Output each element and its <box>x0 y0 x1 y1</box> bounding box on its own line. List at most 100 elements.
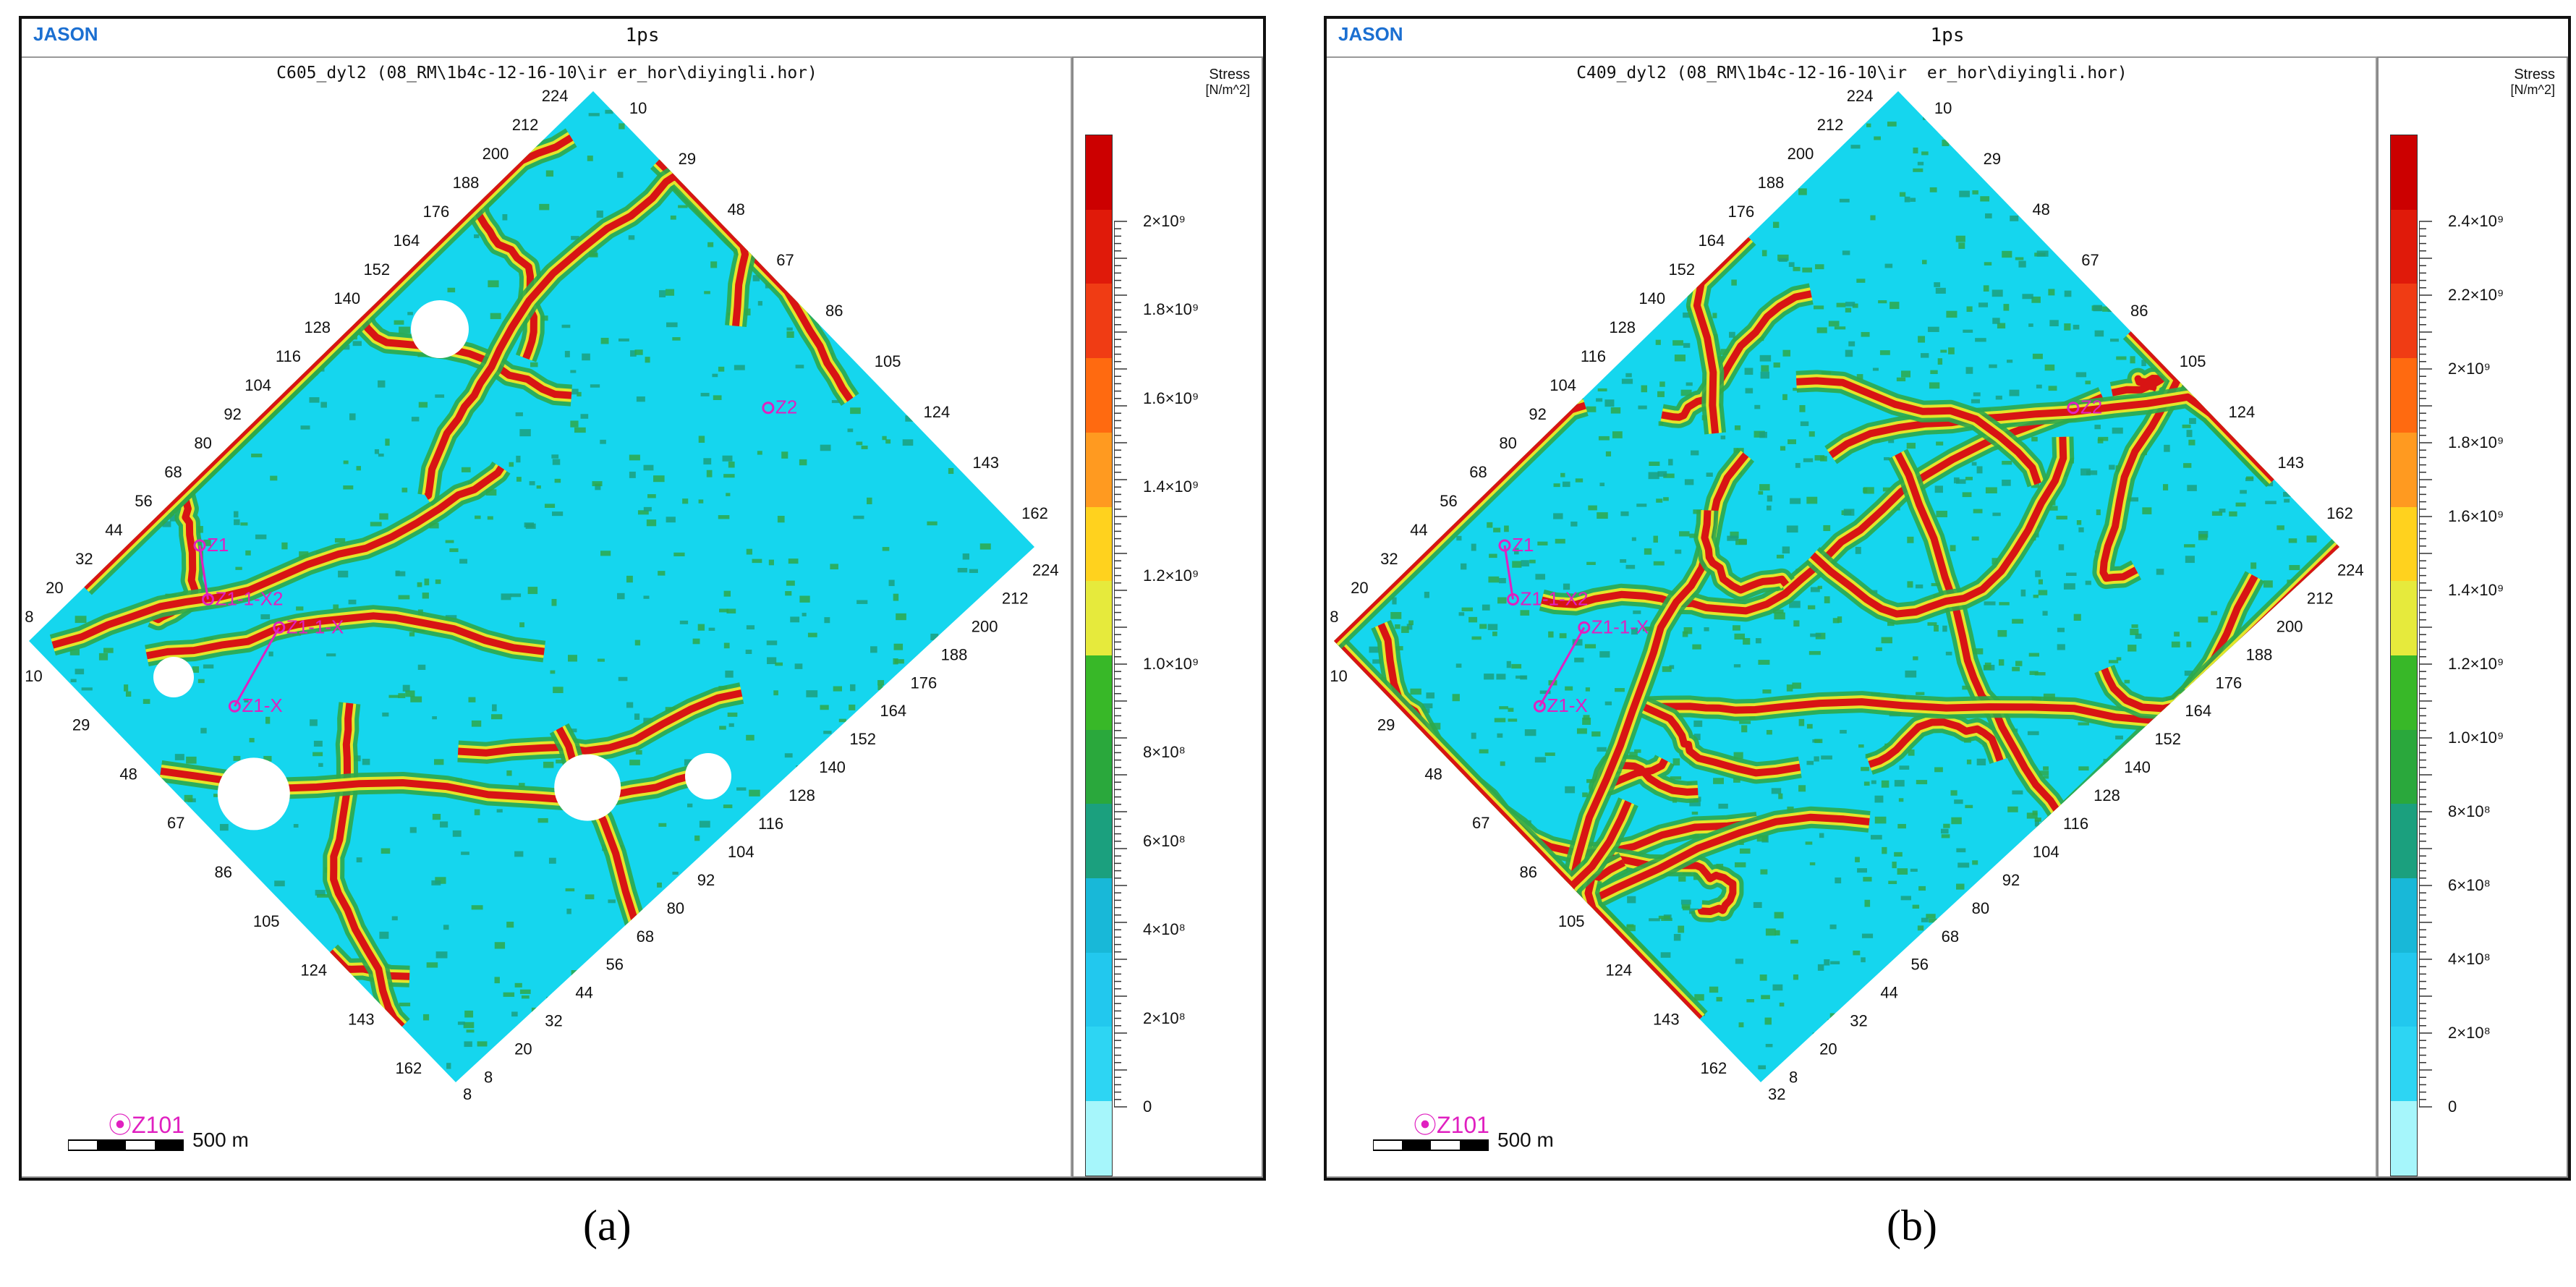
legend-tick-label: 1.2×10⁹ <box>1143 566 1199 585</box>
scale-bar <box>67 1139 184 1152</box>
inline-axis-label: 8 <box>1789 1069 1798 1087</box>
crossline-axis-label: 162 <box>396 1059 422 1077</box>
inline-axis-label: 152 <box>2154 730 2181 748</box>
well-label: Z1-1-X2 <box>216 588 284 610</box>
stress-map-a[interactable]: 2242122001881761641521401281161049280685… <box>22 84 1072 1140</box>
fracture-line <box>1810 436 2067 618</box>
inline-axis-label: 164 <box>1698 232 1725 250</box>
color-bar-segment <box>1086 729 1112 804</box>
inline-axis-label: 56 <box>605 956 623 974</box>
inline-axis-label: 224 <box>1847 87 1874 105</box>
inline-axis-label: 116 <box>758 815 783 833</box>
color-bar <box>1085 135 1113 1176</box>
crossline-axis-label: 67 <box>167 814 184 832</box>
legend-tick-label: 4×10⁸ <box>1143 920 1186 939</box>
crossline-axis-label: 48 <box>2032 200 2049 218</box>
legend-tick-label: 2×10⁸ <box>2448 1024 2491 1042</box>
color-bar-segment <box>2391 358 2417 433</box>
crossline-axis-label: 86 <box>2130 302 2148 320</box>
inline-axis-label: 176 <box>911 674 938 692</box>
color-bar-ticks <box>1114 221 1127 1108</box>
well-trajectory <box>1503 545 1514 600</box>
inline-axis-label: 224 <box>1032 561 1059 579</box>
well-label-z101[interactable]: ⦿Z101 <box>1414 1112 1489 1138</box>
well-label-z101[interactable]: ⦿Z101 <box>109 1112 184 1138</box>
color-bar-segment <box>2391 655 2417 730</box>
legend-b: Stress [N/m^2] 2.4×10⁹ 2.2×10⁹ 2×10⁹ 1.8×10… <box>2377 56 2568 1178</box>
fracture-line <box>51 465 505 649</box>
corner-axis-label: 8 <box>463 1085 472 1103</box>
crossline-axis-label: 29 <box>679 150 696 168</box>
inline-axis-label: 68 <box>1942 927 1959 946</box>
panel-a: JASON 1ps C605_dyl2 (08_RM\1b4c-12-16-10… <box>19 16 1266 1181</box>
inline-axis-label: 152 <box>1668 260 1695 279</box>
color-bar <box>2390 135 2418 1176</box>
crossline-axis-label: 124 <box>924 403 951 421</box>
stress-map-b[interactable]: 2242122001881761641521401281161049280685… <box>1327 84 2377 1140</box>
inline-axis-label: 212 <box>1817 116 1844 134</box>
legend-unit: [N/m^2] <box>1205 82 1250 97</box>
scale-label: 500 m <box>1497 1129 1554 1151</box>
inline-axis-label: 164 <box>880 702 906 720</box>
crossline-axis-label: 105 <box>875 352 901 370</box>
fracture-line <box>1643 703 1801 777</box>
crossline-axis-label: 162 <box>1701 1059 1727 1077</box>
legend-tick-label: 2.4×10⁹ <box>2448 212 2504 230</box>
color-bar-segment <box>2391 209 2417 284</box>
legend-unit: [N/m^2] <box>2510 82 2555 97</box>
crossline-axis-label: 29 <box>1984 150 2001 168</box>
legend-tick-label: 8×10⁸ <box>2448 802 2491 820</box>
legend-a: Stress [N/m^2] 2×10⁹ 1.8×10⁹ 1.6×10⁹ 1.4×10… <box>1072 56 1263 1178</box>
inline-axis-label: 32 <box>75 550 93 568</box>
inline-axis-label: 128 <box>1609 318 1636 336</box>
caption-b: (b) <box>1887 1202 1937 1249</box>
inline-axis-label: 8 <box>25 608 33 626</box>
inline-axis-label: 80 <box>667 899 684 917</box>
legend-tick-label: 0 <box>1143 1097 1152 1116</box>
legend-tick-label: 1.4×10⁹ <box>2448 581 2504 599</box>
crossline-axis-label: 143 <box>2277 454 2304 472</box>
inline-axis-label: 92 <box>1529 405 1546 423</box>
inline-axis-label: 56 <box>135 492 152 510</box>
color-bar-segment <box>2391 432 2417 507</box>
crossline-axis-label: 48 <box>1424 765 1442 783</box>
inline-axis-label: 140 <box>819 758 846 776</box>
crossline-axis-label: 105 <box>2180 352 2206 370</box>
inline-axis-label: 164 <box>393 232 420 250</box>
legend-title: Stress <box>1209 67 1250 82</box>
fracture-line <box>330 702 405 1029</box>
fracture-line <box>2111 375 2165 396</box>
inline-axis-label: 128 <box>304 318 331 336</box>
legend-tick-label: 1.6×10⁹ <box>1143 388 1199 407</box>
inline-axis-label: 116 <box>2063 815 2088 833</box>
color-bar-segment <box>2391 1101 2417 1176</box>
crossline-axis-label: 48 <box>727 200 744 218</box>
caption-a: (a) <box>583 1202 632 1249</box>
color-bar-segment <box>1086 581 1112 655</box>
crossline-axis-label: 124 <box>300 961 327 980</box>
well-label: Z1 <box>207 534 229 556</box>
legend-tick-label: 1.6×10⁹ <box>2448 507 2504 525</box>
inline-axis-label: 80 <box>1499 434 1516 452</box>
inline-axis-label: 80 <box>1972 899 1989 917</box>
inline-axis-label: 68 <box>637 927 654 946</box>
well-trajectory <box>198 545 209 600</box>
color-bar-ticks <box>2419 221 2432 1108</box>
crossline-axis-label: 29 <box>72 716 90 734</box>
legend-tick-label: 2×10⁹ <box>1143 212 1186 230</box>
well-trajectory <box>234 626 281 707</box>
inline-axis-label: 116 <box>1581 347 1606 365</box>
well-marker-icon: ⦿ <box>109 1112 132 1138</box>
inline-axis-label: 68 <box>1469 463 1487 481</box>
inline-axis-label: 176 <box>1728 203 1755 221</box>
inline-axis-label: 188 <box>2246 645 2273 663</box>
fracture-line <box>161 134 574 512</box>
color-bar-segment <box>1086 135 1112 210</box>
well-label: Z2 <box>2080 396 2102 418</box>
fracture-line <box>457 689 743 757</box>
inline-axis-label: 32 <box>545 1012 562 1030</box>
inline-axis-label: 104 <box>1550 376 1576 394</box>
fracture-line <box>145 612 545 660</box>
inline-axis-label: 8 <box>484 1069 493 1087</box>
crossline-axis-label: 10 <box>629 99 647 117</box>
